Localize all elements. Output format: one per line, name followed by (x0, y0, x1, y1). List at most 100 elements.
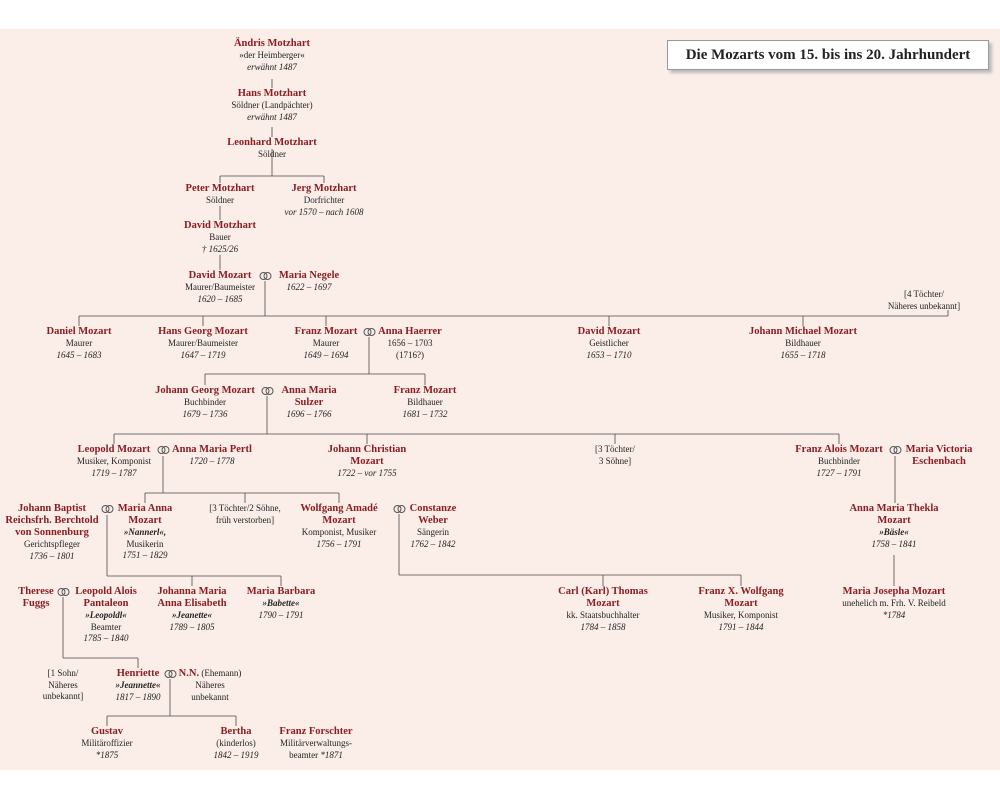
person-detail: Komponist, Musiker (301, 527, 377, 537)
interlocked-rings-icon (157, 446, 170, 454)
person-mariajosepha: Maria Josepha Mozart unehelich m. Frh. V.… (842, 586, 945, 621)
interlocked-rings-icon (164, 670, 177, 678)
person-dates: vor 1570 – nach 1608 (284, 206, 364, 217)
person-name: Henriette (116, 668, 160, 679)
person-name: Maria Victoria Eschenbach (905, 444, 973, 467)
person-dates: 1842 – 1919 (213, 749, 259, 760)
person-dates: 1789 – 1805 (169, 621, 215, 632)
note-line: Näheres (48, 679, 78, 690)
person-name: Hans Motzhart (237, 88, 307, 99)
person-leonhard: Leonhard Motzhart Söldner (227, 137, 317, 161)
note-line: [1 Sohn/ (47, 668, 79, 678)
person-sulzer: Anna Maria Sulzer 1696 – 1766 (278, 385, 340, 421)
person-leopold: Leopold Mozart Musiker, Komponist 1719 – 1… (77, 444, 151, 479)
person-name: Johanna Maria Anna Elisabeth (157, 586, 227, 609)
note-line: [3 Töchter/2 Söhne, (209, 503, 281, 513)
person-name: Franz Alois Mozart (795, 444, 883, 455)
person-detail: Maurer (65, 338, 93, 348)
person-gustav: Gustav Militäroffizier *1875 (81, 726, 132, 761)
person-dates: *1875 (95, 749, 119, 760)
person-johannmichael: Johann Michael Mozart Bildhauer 1655 – 171… (749, 326, 857, 361)
person-dates: 1758 – 1841 (871, 538, 917, 549)
person-babette: Maria Barbara »Babette« 1790 – 1791 (244, 586, 319, 621)
person-name: Franz Forschter (279, 726, 353, 737)
person-dates: 1817 – 1890 (115, 691, 161, 702)
person-detail: »der Heimberger« (239, 50, 305, 60)
note-n3toechter2: [3 Töchter/2 Söhne, früh verstorben] (209, 503, 281, 526)
person-nn: N.N. (Ehemann) Näheres unbekannt (179, 668, 242, 703)
person-hansgeorg: Hans Georg Mozart Maurer/Baumeister 1647 –… (158, 326, 248, 361)
person-name: Anna Maria Thekla Mozart (849, 503, 939, 526)
person-fuggs: Therese Fuggs (14, 586, 59, 610)
person-dates: erwähnt 1487 (247, 111, 297, 122)
person-detail: Buchbinder (817, 456, 860, 466)
person-detail: kk. Staatsbuchhalter (566, 610, 640, 620)
person-detail: Maurer/Baumeister (168, 338, 238, 348)
note-line: früh verstorben] (215, 514, 275, 525)
person-detail: Näheres (195, 680, 225, 690)
person-dates: 1647 – 1719 (180, 349, 226, 360)
person-daniel: Daniel Mozart Maurer 1645 – 1683 (46, 326, 111, 361)
person-david2: David Mozart Maurer/Baumeister 1620 – 1685 (185, 270, 255, 305)
person-dates: 1791 – 1844 (718, 621, 764, 632)
person-dates: 1681 – 1732 (402, 408, 448, 419)
person-name: Johann Georg Mozart (155, 385, 255, 396)
person-haerrer: Anna Haerrer 1656 – 1703 (1716?) (378, 326, 442, 361)
person-johanngeorg: Johann Georg Mozart Buchbinder 1679 – 1736 (155, 385, 255, 420)
person-name: David Mozart (188, 270, 252, 281)
person-dates: 1649 – 1694 (303, 349, 349, 360)
person-detail: Maurer (312, 338, 340, 348)
person-detail: Bildhauer (785, 338, 821, 348)
diagram-title: Die Mozarts vom 15. bis ins 20. Jahrhund… (667, 40, 989, 70)
person-name: Leonhard Motzhart (227, 137, 317, 148)
person-detail: Musiker, Komponist (703, 610, 779, 620)
note-line: 3 Söhne] (598, 455, 632, 466)
person-detail: Militäroffizier (81, 738, 133, 748)
person-dates: erwähnt 1487 (247, 61, 297, 72)
person-detail: Gerichtspfleger (24, 539, 80, 549)
person-nickname: »Jeannette« (115, 680, 161, 690)
person-dates: 1645 – 1683 (56, 349, 102, 360)
person-name: Franz Mozart (393, 385, 457, 396)
person-name: Anna Haerrer (378, 326, 442, 337)
person-dates: † 1625/26 (201, 243, 239, 254)
person-name: Franz X. Wolfgang Mozart (698, 586, 784, 609)
note-n3toechter: [3 Töchter/3 Söhne] (595, 444, 635, 467)
person-detail: (1716?) (395, 349, 424, 360)
note-line: unbekannt] (42, 691, 84, 701)
person-franzx: Franz X. Wolfgang Mozart Musiker, Komponi… (691, 586, 791, 633)
person-nickname: »Leopoldl« (85, 610, 127, 620)
person-name: Leopold Alois Pantaleon (75, 586, 137, 609)
person-name: Carl (Karl) Thomas Mozart (558, 586, 648, 609)
person-dates: 1727 – 1791 (816, 467, 862, 478)
person-dates: 1762 – 1842 (410, 538, 456, 549)
person-franz1: Franz Mozart Maurer 1649 – 1694 (295, 326, 358, 361)
person-name: David Mozart (577, 326, 641, 337)
person-detail: Dorfrichter (303, 195, 345, 205)
note-n1sohn: [1 Sohn/Näheres unbekannt] (43, 668, 84, 703)
person-nickname: »Jeanette« (172, 610, 212, 620)
person-detail: Militärverwaltungs- (280, 738, 352, 748)
person-detail: Maurer/Baumeister (185, 282, 255, 292)
person-name: Wolfgang Amadé Mozart (300, 503, 378, 526)
person-pertl: Anna Maria Pertl 1720 – 1778 (172, 444, 252, 468)
person-nickname: »Nannerl«, (123, 527, 167, 537)
person-bertha: Bertha (kinderlos) 1842 – 1919 (214, 726, 259, 761)
person-negele: Maria Negele 1622 – 1697 (279, 270, 339, 294)
person-name: Franz Mozart (294, 326, 358, 337)
person-detail: Musiker, Komponist (76, 456, 152, 466)
person-name: Maria Barbara (246, 586, 316, 597)
person-eschenbach: Maria Victoria Eschenbach (899, 444, 979, 468)
person-jeanette1: Johanna Maria Anna Elisabeth »Jeanette« 17… (152, 586, 232, 633)
person-dates: *1784 (882, 609, 906, 620)
person-dates: 1653 – 1710 (586, 349, 632, 360)
interlocked-rings-icon (393, 505, 406, 513)
person-hans: Hans Motzhart Söldner (Landpächter) erwähn… (231, 88, 312, 123)
person-name: Maria Anna Mozart (117, 503, 173, 526)
person-name: Anna Maria Sulzer (281, 385, 337, 408)
person-david3: David Mozart Geistlicher 1653 – 1710 (578, 326, 641, 361)
person-dates: 1751 – 1829 (122, 550, 168, 560)
person-dates: 1784 – 1858 (580, 621, 626, 632)
person-name: Bertha (220, 726, 252, 737)
